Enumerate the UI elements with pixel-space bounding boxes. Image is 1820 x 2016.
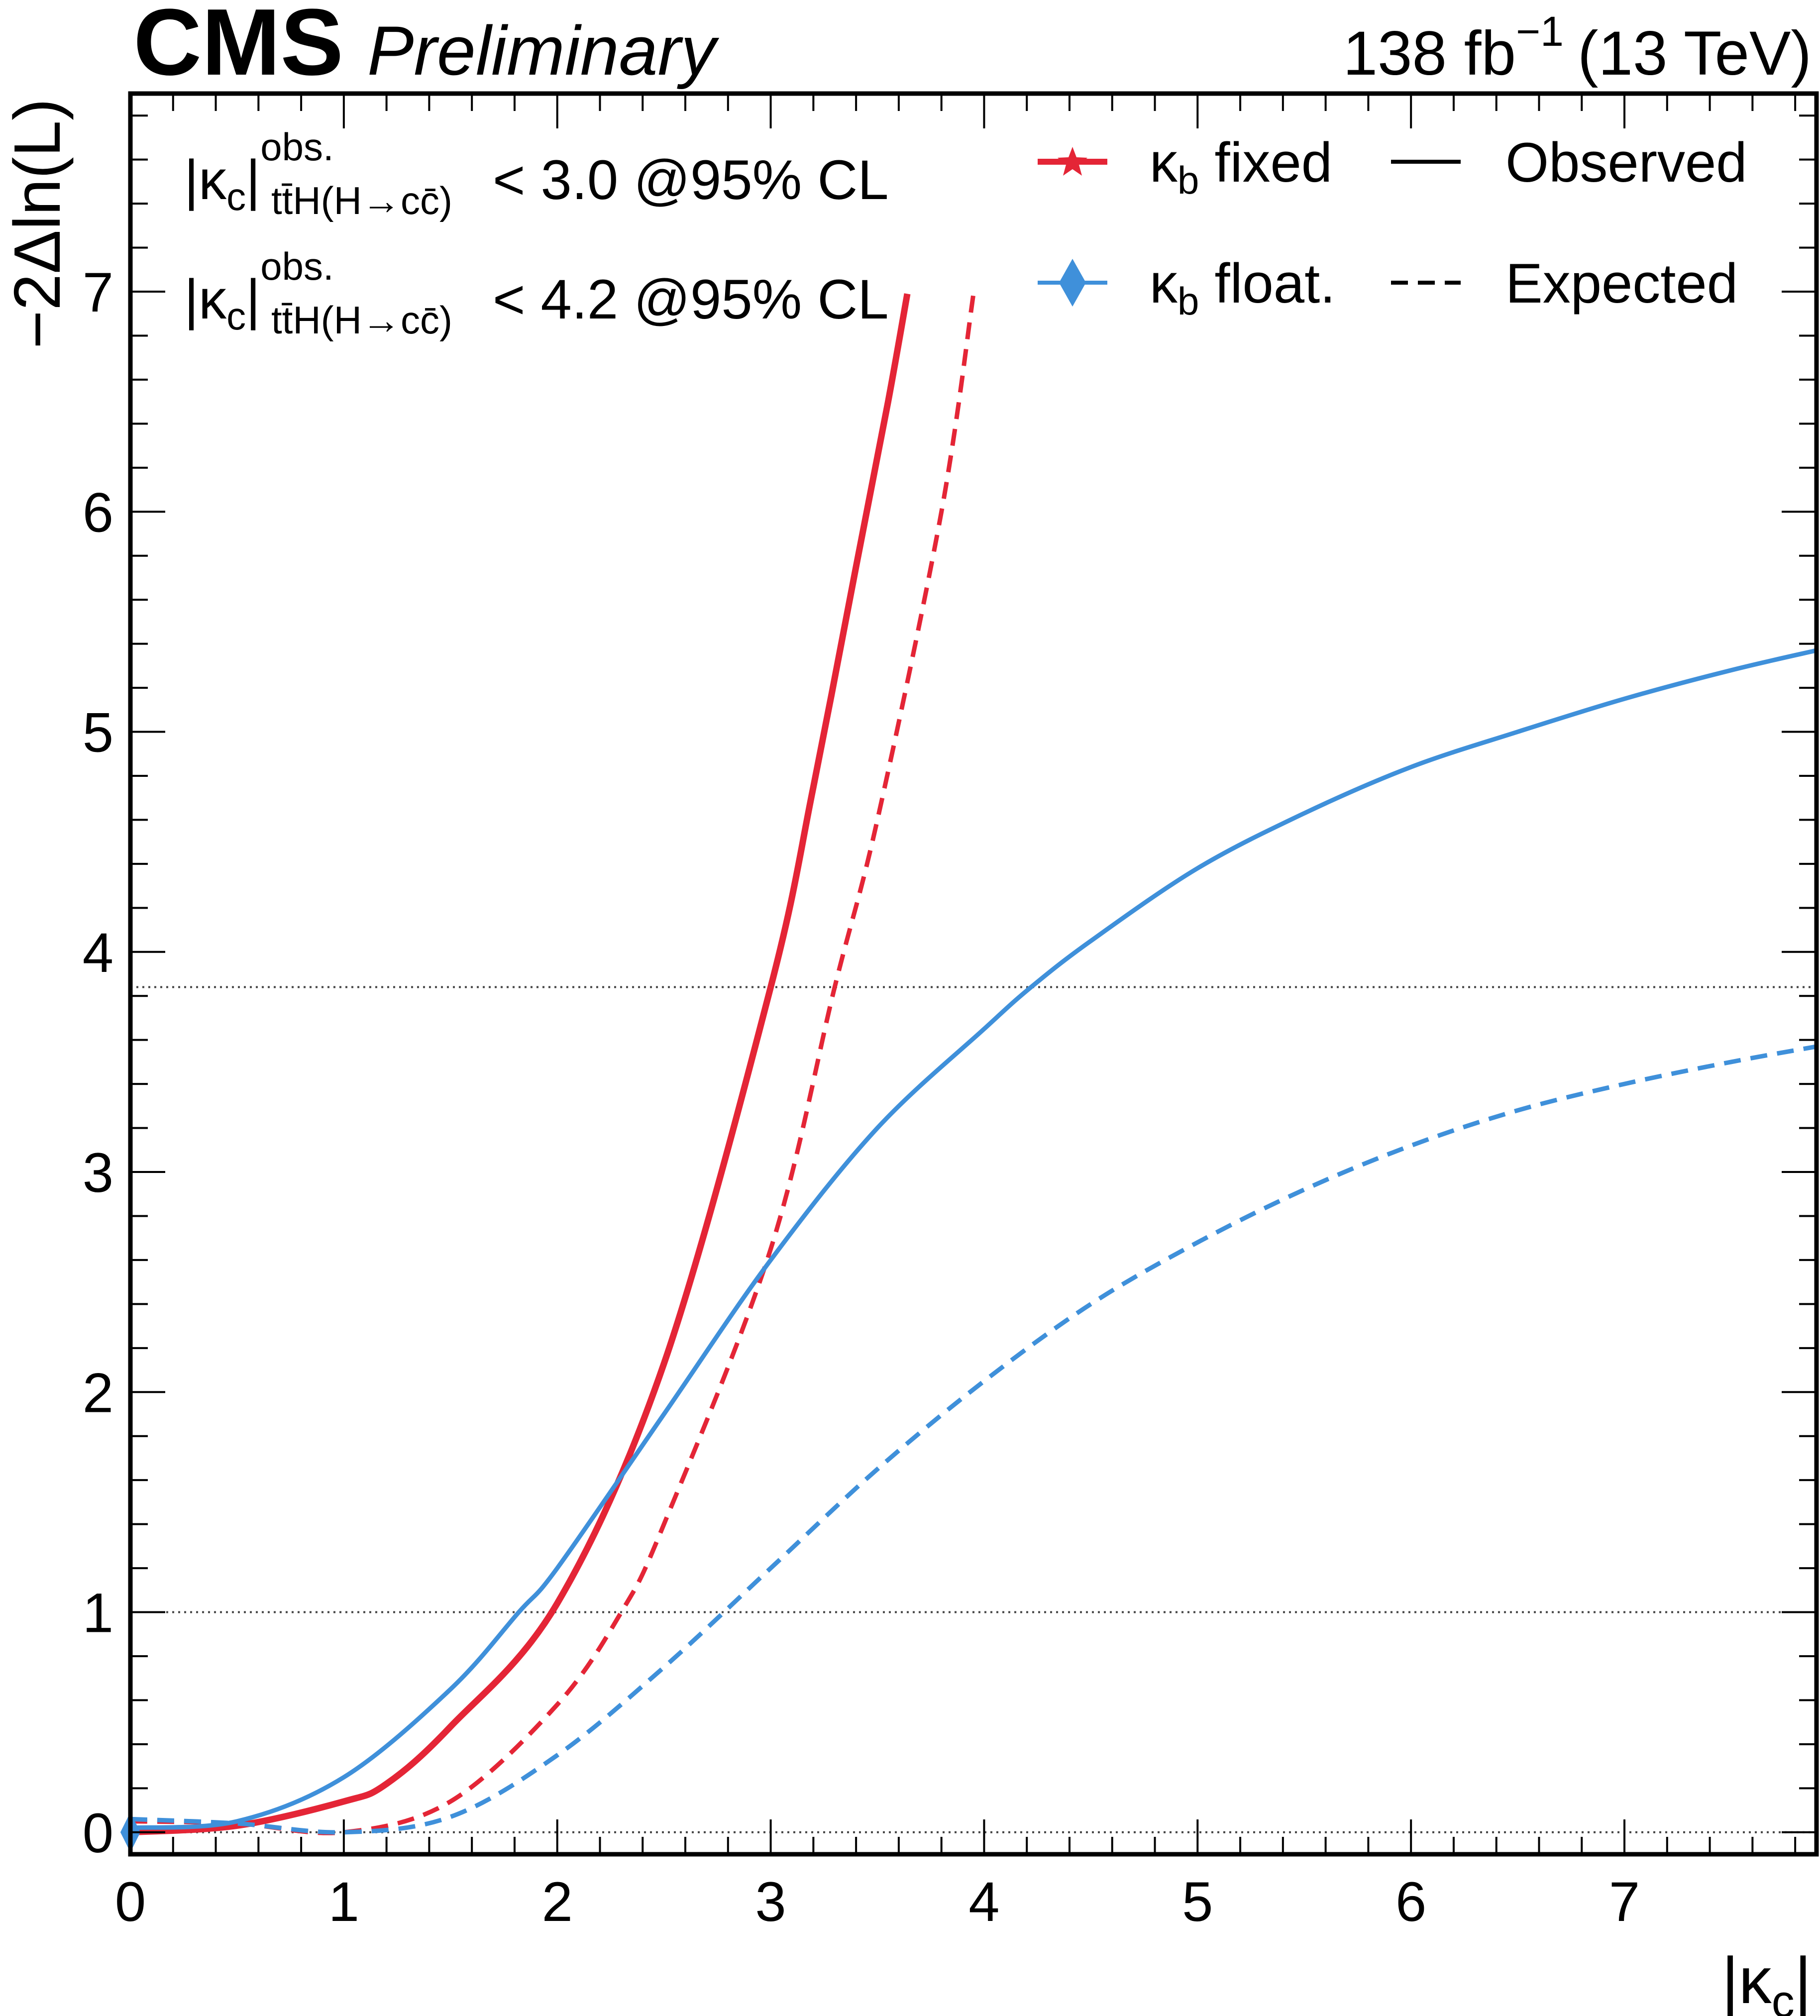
annotation-fixed-sup: obs. bbox=[260, 125, 333, 169]
x-tick-label-7: 7 bbox=[1609, 1871, 1640, 1933]
x-tick-label-6: 6 bbox=[1395, 1871, 1426, 1933]
axis-ticks bbox=[129, 94, 1817, 1854]
y-tick-label-5: 5 bbox=[83, 702, 113, 764]
tick-labels: 0 1 2 3 4 5 6 7 0 1 2 3 4 5 6 7 bbox=[83, 261, 1640, 1933]
x-tick-label-3: 3 bbox=[755, 1871, 786, 1933]
y-tick-label-0: 0 bbox=[83, 1802, 113, 1864]
legend-fixed-label-rest: fixed bbox=[1199, 131, 1332, 194]
x-tick-label-0: 0 bbox=[115, 1871, 146, 1933]
series-line-1 bbox=[130, 293, 976, 1835]
annotation-fixed-limit: < 3.0 @95% CL bbox=[493, 149, 888, 211]
series-line-0 bbox=[130, 293, 911, 1836]
x-axis-label-close: | bbox=[1795, 1944, 1812, 2016]
cms-label: CMS bbox=[133, 0, 343, 95]
annotation-fixed-bar: | bbox=[246, 149, 260, 211]
energy-label: (13 TeV) bbox=[1578, 19, 1812, 88]
legend-fixed-label: κb fixed bbox=[1150, 131, 1332, 202]
legend-float-diamond-icon bbox=[1059, 259, 1086, 307]
annotation-float-sup: obs. bbox=[260, 244, 333, 288]
lumi-label: 138 fb−1 (13 TeV) bbox=[1343, 8, 1812, 88]
legend-observed-label: Observed bbox=[1505, 131, 1747, 194]
x-tick-label-5: 5 bbox=[1182, 1871, 1213, 1933]
x-tick-label-2: 2 bbox=[542, 1871, 573, 1933]
y-axis-label: −2Δln(L) bbox=[0, 99, 74, 349]
preliminary-label: Preliminary bbox=[367, 11, 720, 90]
annotation-float-sub: c bbox=[226, 294, 246, 338]
legend-float-label-main: κ bbox=[1150, 252, 1178, 315]
y-tick-label-4: 4 bbox=[83, 922, 113, 984]
annotation-float-prefix: |κ bbox=[184, 268, 227, 330]
legend-fixed-label-sub: b bbox=[1178, 158, 1199, 202]
y-tick-label-2: 2 bbox=[83, 1362, 113, 1424]
series-line-3 bbox=[130, 1044, 1817, 1835]
lumi-exponent: −1 bbox=[1516, 8, 1564, 55]
legend-float-label-sub: b bbox=[1178, 279, 1199, 323]
legend-expected-label: Expected bbox=[1505, 252, 1738, 315]
y-tick-label-6: 6 bbox=[83, 481, 113, 543]
y-tick-label-1: 1 bbox=[83, 1582, 113, 1644]
annotation-float-limit: < 4.2 @95% CL bbox=[493, 268, 888, 330]
x-axis-label-sub: c bbox=[1772, 1976, 1795, 2016]
y-tick-label-7: 7 bbox=[83, 261, 113, 323]
reference-lines bbox=[130, 986, 1817, 1833]
annotation-float-process: tt̄H(H→cc̄) bbox=[271, 298, 452, 342]
legend-fixed-label-main: κ bbox=[1150, 131, 1178, 194]
legend: κb fixed κb float. Observed Expected bbox=[1038, 131, 1747, 323]
annotation-float-bar: | bbox=[246, 268, 260, 330]
x-tick-label-1: 1 bbox=[328, 1871, 359, 1933]
series-lines bbox=[120, 293, 1818, 1852]
series-line-2 bbox=[130, 648, 1818, 1830]
x-axis-label: |κc| bbox=[1721, 1944, 1812, 2016]
legend-fixed-star-icon bbox=[1058, 147, 1087, 176]
x-tick-label-4: 4 bbox=[968, 1871, 999, 1933]
plot-frame bbox=[128, 91, 1819, 1857]
annotation-fixed-prefix: |κ bbox=[184, 149, 227, 211]
annotation-float: |κc|obs. tt̄H(H→cc̄) < 4.2 @95% CL bbox=[184, 244, 888, 342]
lumi-value: 138 fb bbox=[1343, 19, 1516, 88]
x-axis-label-main: |κ bbox=[1721, 1944, 1772, 2016]
annotation-fixed: |κc|obs. tt̄H(H→cc̄) < 3.0 @95% CL bbox=[184, 125, 888, 222]
legend-float-label-rest: float. bbox=[1199, 252, 1335, 315]
y-tick-label-3: 3 bbox=[83, 1142, 113, 1204]
legend-float-label: κb float. bbox=[1150, 252, 1335, 323]
annotation-fixed-process: tt̄H(H→cc̄) bbox=[271, 179, 452, 222]
annotation-fixed-sub: c bbox=[226, 175, 246, 218]
